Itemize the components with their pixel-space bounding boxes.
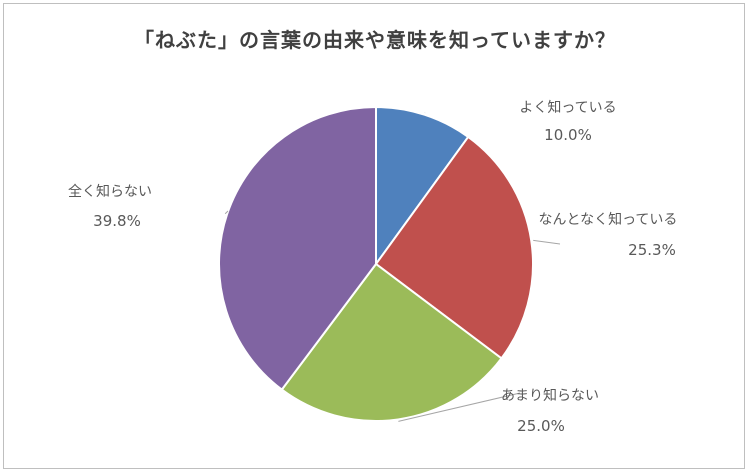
- slice-label: よく知っている: [519, 99, 616, 116]
- chart-title: 「ねぶた」の言葉の由来や意味を知っていますか？: [134, 28, 616, 52]
- slice-value-label: 25.0%: [517, 417, 565, 435]
- leader-line: [224, 210, 229, 215]
- slice-value-label: 10.0%: [544, 126, 592, 144]
- leader-line: [533, 239, 561, 245]
- leader-line: [398, 392, 521, 422]
- slice-label: なんとなく知っている: [539, 211, 678, 228]
- slice-value-label: 25.3%: [628, 241, 676, 259]
- pie-slice: [374, 135, 534, 360]
- slice-label: あまり知らない: [501, 387, 599, 404]
- pie-slice: [375, 105, 470, 268]
- pie-slice: [218, 105, 377, 392]
- pie-slice: [280, 262, 503, 422]
- slice-label: 全く知らない: [68, 183, 152, 200]
- slice-value-label: 39.8%: [93, 212, 141, 230]
